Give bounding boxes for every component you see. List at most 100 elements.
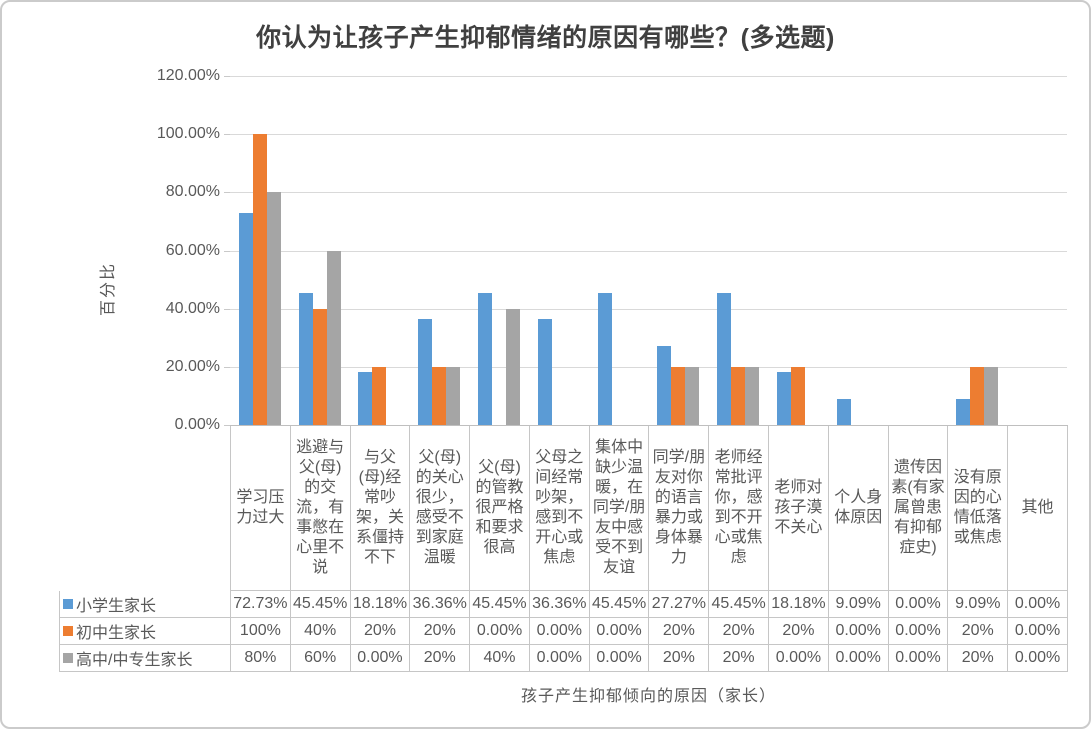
table-value-cell: 20% — [349, 618, 410, 644]
y-axis-tick-label: 60.00% — [165, 241, 220, 259]
bar-小学生家长-7 — [597, 292, 612, 425]
category-header-cell: 遗传因素(有家属曾患有抑郁症史) — [887, 426, 948, 590]
bar-初中生家长-9 — [731, 366, 746, 425]
table-value-cell: 0.00% — [1007, 645, 1068, 671]
bar-小学生家长-4 — [418, 319, 433, 425]
horizontal-gridline — [230, 192, 1067, 194]
category-header-cell: 父母之间经常吵架，感到不开心或焦虑 — [528, 426, 589, 590]
table-value-cell: 80% — [230, 645, 290, 671]
bar-高中/中专生家长-8 — [685, 366, 700, 425]
bar-小学生家长-9 — [717, 292, 732, 425]
bar-小学生家长-10 — [776, 372, 791, 425]
bar-初中生家长-8 — [671, 366, 686, 425]
y-axis-tick-mark — [224, 134, 230, 136]
table-value-cell: 0.00% — [1007, 591, 1068, 617]
category-header-cell: 父(母)的管教很严格和要求很高 — [469, 426, 529, 590]
table-row: 初中生家长 100% 40% 20% 20% 0.00% 0.00% 0.00% 20% 20% 2… — [59, 618, 1068, 645]
bar-高中/中专生家长-2 — [326, 250, 341, 425]
table-value-cell: 20% — [409, 618, 469, 644]
category-header-cell: 其他 — [1007, 426, 1068, 590]
table-value-cell: 9.09% — [827, 591, 888, 617]
bar-小学生家长-8 — [657, 345, 672, 425]
table-value-cell: 20% — [708, 645, 768, 671]
category-header-cell: 老师对孩子漠不关心 — [768, 426, 828, 590]
bar-高中/中专生家长-4 — [446, 366, 461, 425]
bar-高中/中专生家长-13 — [984, 366, 999, 425]
table-value-cell: 20% — [768, 618, 828, 644]
table-value-cell: 27.27% — [648, 591, 708, 617]
bar-小学生家长-6 — [537, 319, 552, 425]
series-name-label: 小学生家长 — [76, 598, 157, 615]
table-value-cell: 0.00% — [588, 618, 649, 644]
table-row: 小学生家长 72.73% 45.45% 18.18% 36.36% 45.45% 36.36… — [59, 591, 1068, 618]
bar-小学生家长-1 — [238, 213, 253, 425]
category-header-cell: 同学/朋友对你的语言暴力或身体暴力 — [648, 426, 708, 590]
bar-高中/中专生家长-5 — [506, 308, 521, 425]
category-header-cell: 集体中缺少温暖，在同学/朋友中感受不到友谊 — [588, 426, 649, 590]
table-value-cell: 0.00% — [588, 645, 649, 671]
table-value-cell: 45.45% — [708, 591, 768, 617]
y-axis-tick-mark — [224, 192, 230, 194]
bar-初中生家长-2 — [312, 308, 327, 425]
table-value-cell: 0.00% — [827, 645, 888, 671]
table-value-cell: 0.00% — [887, 645, 948, 671]
table-value-cell: 60% — [289, 645, 350, 671]
y-axis-tick-mark — [224, 76, 230, 77]
category-header-cell: 逃避与父(母)的交流，有事憋在心里不说 — [289, 426, 350, 590]
bar-初中生家长-4 — [432, 366, 447, 425]
x-axis-title: 孩子产生抑郁倾向的原因（家长） — [520, 688, 776, 705]
table-value-cell: 100% — [230, 618, 290, 644]
bar-初中生家长-1 — [252, 134, 267, 425]
y-axis-tick-label: 20.00% — [165, 357, 220, 375]
bar-高中/中专生家长-1 — [266, 192, 281, 425]
table-value-cell: 45.45% — [289, 591, 350, 617]
table-value-cell: 0.00% — [349, 645, 410, 671]
series-name-cell: 初中生家长 — [59, 618, 230, 644]
table-value-cell: 0.00% — [887, 591, 948, 617]
bar-初中生家长-3 — [372, 366, 387, 425]
table-value-cell: 0.00% — [827, 618, 888, 644]
series-name-cell: 小学生家长 — [59, 591, 230, 617]
table-value-cell: 0.00% — [528, 618, 589, 644]
table-value-cell: 45.45% — [588, 591, 649, 617]
y-axis-tick-label: 0.00% — [174, 416, 220, 433]
table-value-cell: 20% — [947, 645, 1007, 671]
chart-title: 你认为让孩子产生抑郁情绪的原因有哪些？(多选题) — [256, 24, 835, 52]
data-table: 小学生家长 72.73% 45.45% 18.18% 36.36% 45.45% 36.36… — [59, 591, 1068, 672]
category-header-cell: 老师经常批评你，感到不开心或焦虑 — [708, 426, 768, 590]
horizontal-gridline — [230, 134, 1067, 136]
table-value-cell: 20% — [708, 618, 768, 644]
table-value-cell: 0.00% — [887, 618, 948, 644]
table-value-cell: 18.18% — [768, 591, 828, 617]
series-name-label: 高中/中专生家长 — [76, 652, 193, 669]
bar-小学生家长-3 — [358, 372, 373, 425]
table-value-cell: 20% — [947, 618, 1007, 644]
category-header-cell: 与父(母)经常吵架，关系僵持不下 — [349, 426, 410, 590]
table-value-cell: 40% — [469, 645, 529, 671]
y-axis-tick-labels: 120.00% 100.00% 80.00% 60.00% 40.00% 20.00% 0.… — [2, 67, 220, 436]
category-header-cell: 个人身体原因 — [827, 426, 888, 590]
table-value-cell: 18.18% — [349, 591, 410, 617]
y-axis-tick-label: 100.00% — [156, 125, 220, 143]
y-axis-tick-label: 120.00% — [156, 67, 220, 84]
series-name-label: 初中生家长 — [76, 625, 157, 642]
category-header-cell: 没有原因的心情低落或焦虑 — [947, 426, 1007, 590]
legend-key-square — [63, 626, 73, 636]
series-name-cell: 高中/中专生家长 — [59, 645, 230, 671]
table-value-cell: 0.00% — [768, 645, 828, 671]
plot-area — [224, 76, 1067, 426]
category-header-row: 学习压力过大 逃避与父(母)的交流，有事憋在心里不说 与父(母)经常吵架，关系僵持不… — [230, 425, 1068, 591]
y-axis-tick-label: 40.00% — [165, 299, 220, 317]
bar-小学生家长-13 — [956, 398, 971, 425]
legend-key-square — [63, 653, 73, 663]
y-axis-tick-mark — [224, 250, 230, 252]
bar-小学生家长-2 — [298, 292, 313, 425]
legend-key-square — [63, 599, 73, 609]
bar-初中生家长-13 — [970, 366, 985, 425]
y-axis-tick-mark — [224, 425, 230, 426]
bar-初中生家长-10 — [790, 366, 805, 425]
category-header-cell: 学习压力过大 — [230, 426, 290, 590]
y-axis-tick-mark — [224, 308, 230, 310]
bar-小学生家长-11 — [836, 398, 851, 425]
